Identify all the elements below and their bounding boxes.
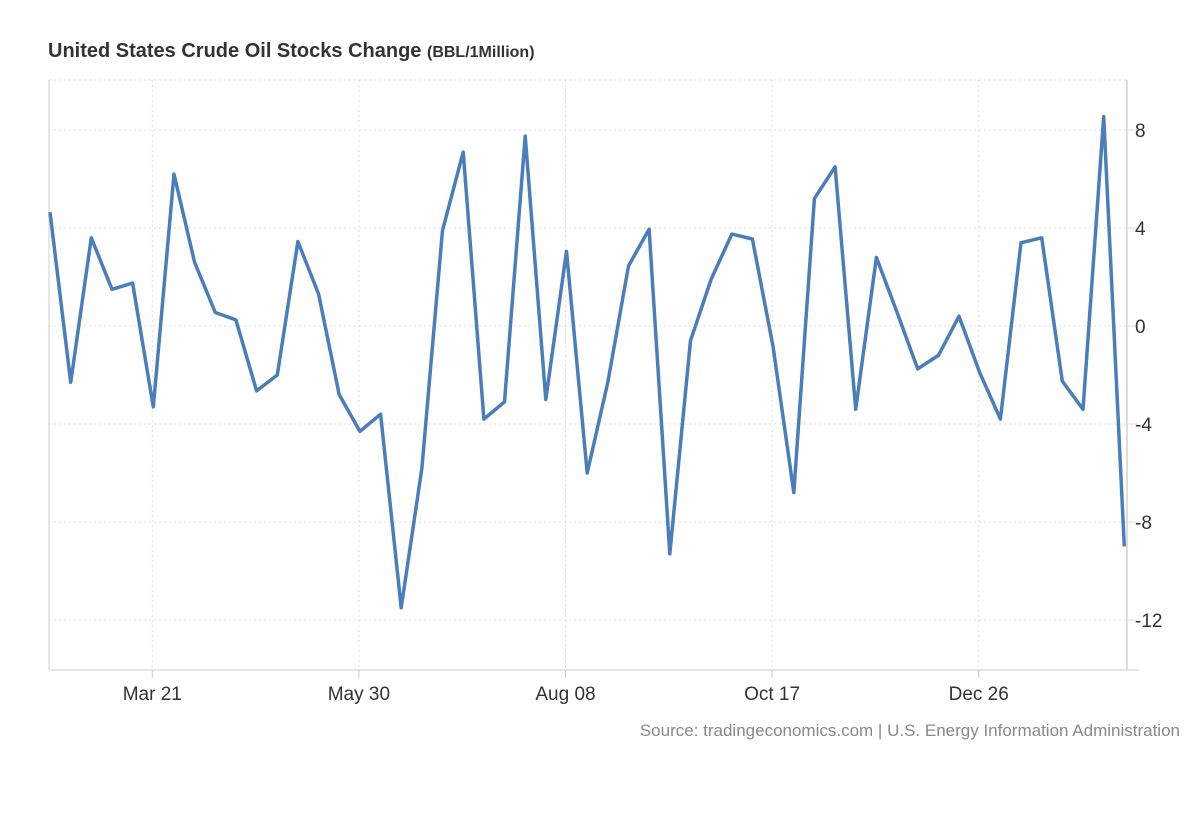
x-tick-label: Aug 08 [535, 684, 595, 705]
y-tick-label: 0 [1135, 317, 1146, 338]
y-tick-label: -12 [1135, 611, 1162, 632]
y-tick-label: -4 [1135, 415, 1152, 436]
chart-title-text: United States Crude Oil Stocks Change [48, 40, 422, 62]
x-tick-label: Oct 17 [744, 684, 800, 705]
series-line [48, 114, 1127, 610]
y-tick-label: -8 [1135, 513, 1152, 534]
y-tick-label: 4 [1135, 219, 1146, 240]
y-tick-label: 8 [1135, 121, 1146, 142]
x-tick-label: Mar 21 [123, 684, 182, 705]
chart-title: United States Crude Oil Stocks Change (B… [48, 40, 535, 63]
chart-unit: (BBL/1Million) [426, 44, 535, 61]
x-tick-label: Dec 26 [949, 684, 1009, 705]
source-note: Source: tradingeconomics.com | U.S. Ener… [639, 721, 1180, 740]
x-tick-label: May 30 [328, 684, 390, 705]
